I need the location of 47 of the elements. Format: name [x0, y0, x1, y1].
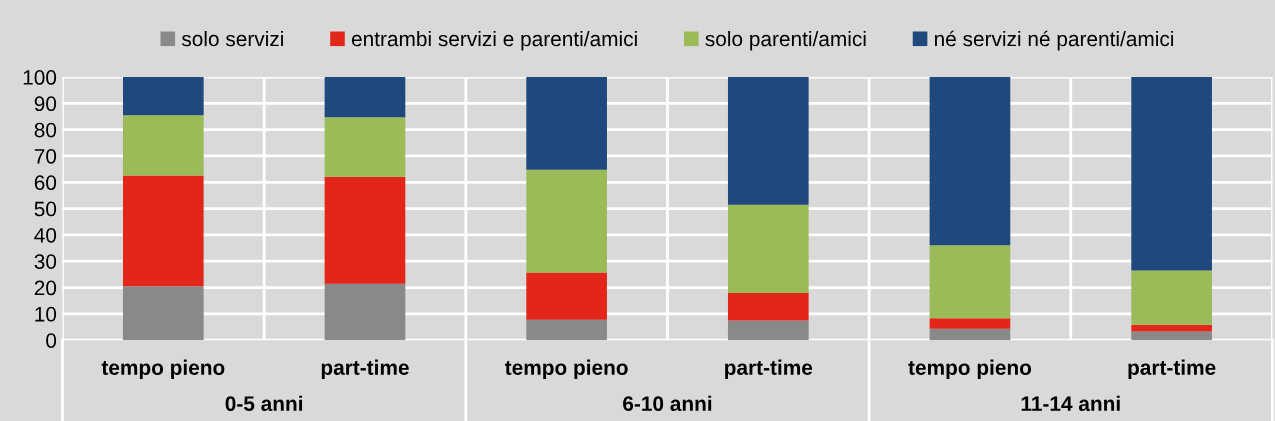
bar [1131, 331, 1212, 341]
legend-label: solo parenti/amici [705, 30, 866, 51]
y-tick-label: 70 [34, 148, 57, 164]
bar [324, 77, 406, 118]
text: 6-10 anni [623, 395, 712, 412]
x-tick-label: part-time [725, 359, 813, 380]
y-tick-label: 50 [34, 201, 57, 217]
x-tick-label: part-time [1128, 359, 1216, 380]
y-tick-label: 40 [34, 227, 57, 243]
bar [1131, 270, 1212, 325]
x-tick-label: part-time [321, 359, 409, 380]
y-tick-label: 0 [46, 333, 57, 348]
text: 11-14 anni [1021, 395, 1120, 412]
y-tick-label: 20 [34, 280, 57, 296]
y-tick-label: 80 [34, 122, 57, 138]
bar [122, 115, 204, 176]
bar [122, 175, 204, 287]
bar [324, 176, 406, 284]
y-tick-label: 30 [34, 254, 57, 269]
bar [122, 286, 204, 341]
bar [929, 318, 1011, 329]
bar [324, 283, 406, 341]
bar [526, 77, 607, 170]
bar [929, 77, 1011, 246]
bar [526, 319, 607, 341]
bar [929, 328, 1011, 341]
legend-label: né servizi né parenti/amici [934, 30, 1174, 51]
bar [727, 293, 809, 321]
text: 0-5 anni [225, 395, 303, 412]
bar [727, 77, 809, 205]
y-tick-label: 100 [23, 70, 57, 85]
bar [122, 77, 204, 116]
x-tick-label: tempo pieno [504, 359, 628, 380]
bar [324, 117, 406, 177]
bar [526, 272, 607, 320]
y-tick-label: 10 [35, 306, 57, 322]
y-tick-label: 60 [34, 175, 57, 191]
bar [1131, 77, 1212, 271]
legend-label: solo servizi [181, 30, 283, 47]
x-tick-label: tempo pieno [101, 359, 225, 380]
bar [727, 320, 809, 341]
bar [727, 204, 809, 294]
x-tick-label: tempo pieno [908, 359, 1032, 380]
bar [526, 169, 607, 273]
bar [929, 245, 1011, 319]
legend-label: entrambi servizi e parenti/amici [351, 30, 637, 51]
y-tick-label: 90 [34, 96, 57, 112]
